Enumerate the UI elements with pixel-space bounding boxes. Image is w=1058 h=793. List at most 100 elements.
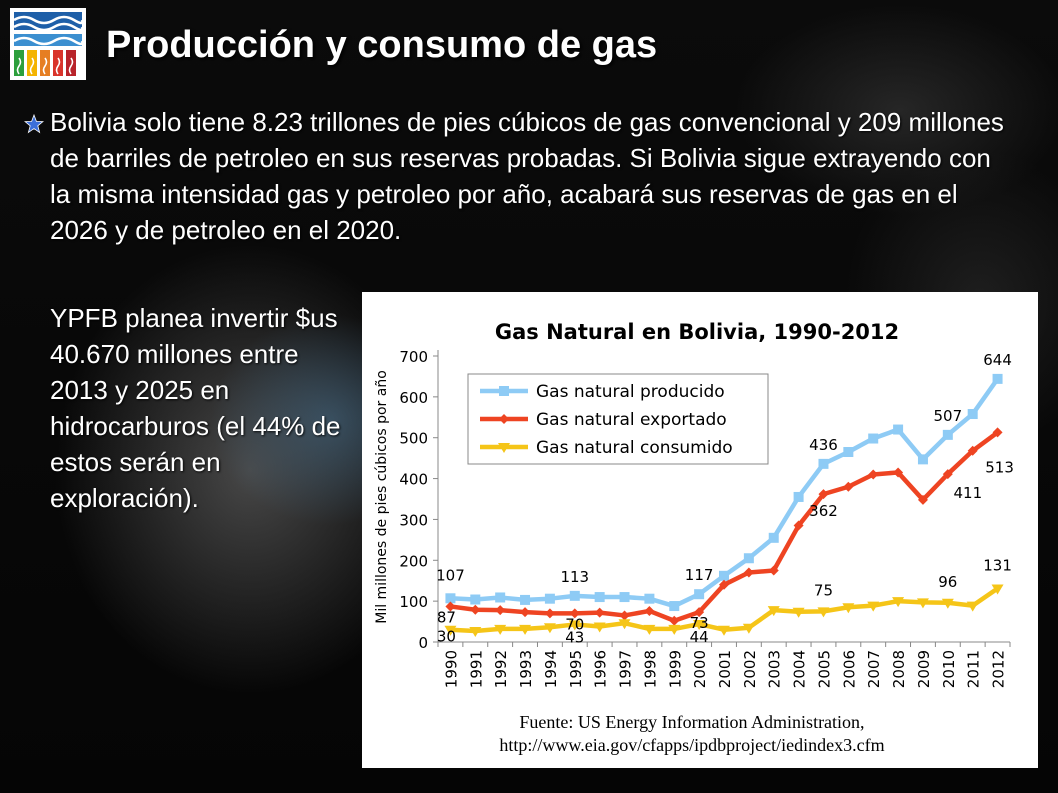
data-point (594, 592, 605, 603)
data-point (743, 567, 754, 578)
data-point (644, 605, 655, 616)
data-point (818, 489, 829, 500)
data-point (768, 565, 779, 576)
data-point (992, 373, 1003, 384)
data-point (792, 607, 805, 618)
data-point (893, 467, 904, 478)
data-point (520, 594, 531, 605)
source-line-1: Fuente: US Energy Information Administra… (519, 712, 864, 732)
x-tick-label: 2007 (865, 650, 883, 688)
chart-title: Gas Natural en Bolivia, 1990-2012 (495, 320, 899, 344)
data-point (543, 623, 556, 634)
x-tick-label: 2010 (940, 650, 958, 688)
data-point (569, 590, 580, 601)
data-point (917, 494, 928, 505)
data-label: 87 (437, 608, 456, 626)
series-lines (444, 373, 1004, 637)
x-tick-label: 1990 (442, 650, 460, 688)
data-point (469, 626, 482, 637)
data-label: 30 (437, 628, 456, 646)
x-tick-label: 2002 (741, 650, 759, 688)
y-tick-label: 500 (399, 430, 428, 448)
y-tick-label: 300 (399, 511, 428, 529)
data-point (693, 620, 706, 631)
data-point (917, 454, 928, 465)
x-tick-label: 2003 (766, 650, 784, 688)
y-tick-label: 700 (399, 348, 428, 366)
data-label: 117 (685, 566, 714, 584)
legend-label: Gas natural exportado (536, 410, 727, 430)
data-point (495, 605, 506, 616)
data-point (494, 624, 507, 635)
x-tick-label: 1998 (641, 650, 659, 688)
data-point (916, 598, 929, 609)
x-tick-label: 1993 (517, 650, 535, 688)
x-tick-label: 2011 (965, 650, 983, 688)
data-label: 96 (938, 573, 957, 591)
data-point (618, 619, 631, 630)
x-tick-label: 2001 (716, 650, 734, 688)
data-point (892, 597, 905, 608)
data-point (544, 608, 555, 619)
data-point (793, 491, 804, 502)
x-tick-label: 1992 (492, 650, 510, 688)
data-point (619, 592, 630, 603)
y-tick-label: 0 (418, 634, 428, 652)
line-chart: Gas Natural en Bolivia, 1990-2012 Mil mi… (374, 320, 1014, 755)
data-point (867, 601, 880, 612)
data-point (694, 607, 705, 618)
data-point (568, 620, 581, 631)
data-label: 43 (565, 628, 584, 646)
y-tick-label: 100 (399, 593, 428, 611)
data-point (941, 598, 954, 609)
y-tick-label: 600 (399, 389, 428, 407)
data-point (593, 622, 606, 633)
data-point (668, 624, 681, 635)
data-point (594, 607, 605, 618)
data-point (644, 593, 655, 604)
slide-title: Producción y consumo de gas (106, 24, 658, 66)
data-label: 644 (983, 351, 1012, 369)
x-tick-label: 2004 (791, 650, 809, 688)
legend-label: Gas natural consumido (536, 438, 733, 458)
data-point (967, 445, 978, 456)
data-point (470, 594, 481, 605)
data-label: 107 (436, 566, 465, 584)
legend-label: Gas natural producido (536, 382, 725, 402)
data-point (495, 592, 506, 603)
data-label: 131 (983, 556, 1012, 574)
x-tick-label: 1999 (666, 650, 684, 688)
data-point (868, 469, 879, 480)
legend-marker (498, 443, 510, 453)
star-bullet-icon (24, 114, 44, 134)
legend-marker (499, 386, 509, 396)
legend-marker (499, 414, 509, 424)
data-point (569, 608, 580, 619)
data-point (743, 553, 754, 564)
data-label: 507 (934, 407, 963, 425)
series-line-3 (450, 586, 999, 634)
x-tick-label: 2005 (815, 650, 833, 688)
data-label: 44 (690, 628, 709, 646)
data-point (868, 433, 879, 444)
data-point (619, 610, 630, 621)
x-tick-label: 2008 (890, 650, 908, 688)
data-point (991, 584, 1004, 595)
data-point (470, 604, 481, 615)
data-point (669, 615, 680, 626)
data-label: 75 (814, 581, 833, 599)
data-point (669, 601, 680, 612)
data-point (544, 593, 555, 604)
data-point (643, 624, 656, 635)
x-tick-label: 1991 (467, 650, 485, 688)
data-point (843, 481, 854, 492)
y-tick-label: 200 (399, 552, 428, 570)
data-point (842, 603, 855, 614)
x-tick-label: 1994 (542, 650, 560, 688)
data-point (966, 601, 979, 612)
y-tick-label: 400 (399, 471, 428, 489)
x-tick-label: 1995 (567, 650, 585, 688)
data-label: 513 (985, 458, 1014, 476)
data-label: 73 (690, 614, 709, 632)
